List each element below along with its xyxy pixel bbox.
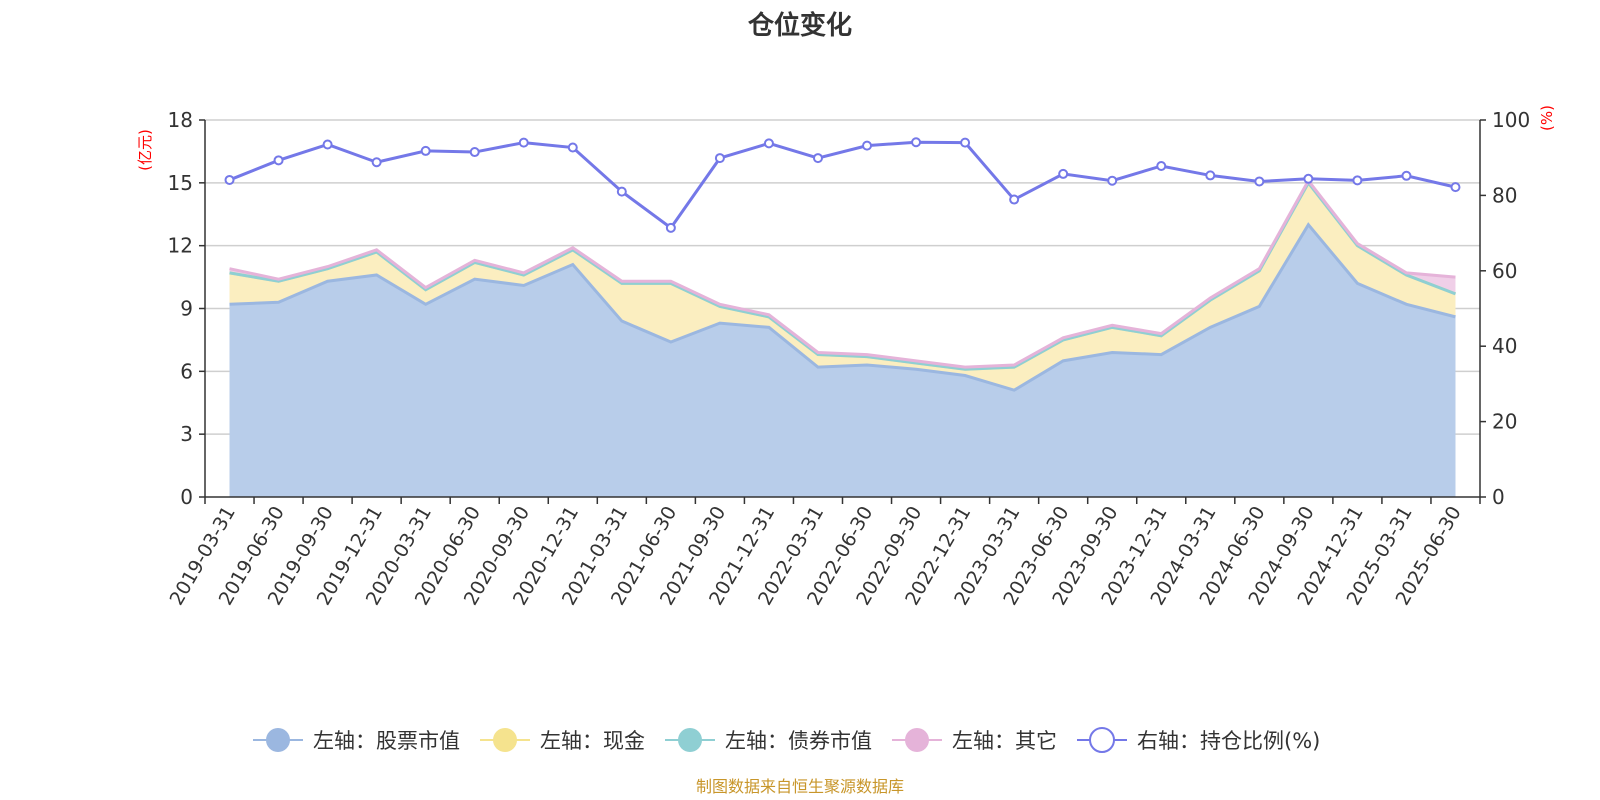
- ratio-point: [1352, 175, 1363, 186]
- right-axis-unit: (%): [1538, 105, 1556, 131]
- ratio-point: [420, 145, 431, 156]
- legend-marker: [678, 728, 702, 752]
- data-source-note: 制图数据来自恒生聚源数据库: [696, 777, 904, 796]
- ratio-point: [960, 137, 971, 148]
- left-axis-tick-label: 3: [180, 422, 193, 446]
- ratio-point: [1058, 168, 1069, 179]
- ratio-point: [1156, 160, 1167, 171]
- ratio-point: [469, 147, 480, 158]
- stacked-areas: [229, 178, 1457, 497]
- legend-marker: [493, 728, 517, 752]
- legend-label: 左轴：股票市值: [313, 729, 460, 753]
- area-edge-左轴：其它: [229, 178, 1456, 369]
- legend-item: 左轴：债券市值: [665, 728, 872, 753]
- left-axis-tick-label: 0: [180, 485, 193, 509]
- ratio-point: [371, 157, 382, 168]
- ratio-point: [273, 155, 284, 166]
- ratio-point: [911, 137, 922, 148]
- ratio-point: [1303, 173, 1314, 184]
- left-axis-tick-label: 12: [168, 234, 193, 258]
- ratio-point: [616, 186, 627, 197]
- legend-item: 右轴：持仓比例(%): [1077, 727, 1320, 753]
- legend-item: 左轴：现金: [480, 728, 645, 753]
- ratio-line: [224, 137, 1461, 233]
- legend-item: 左轴：其它: [892, 728, 1057, 753]
- ratio-point: [665, 222, 676, 233]
- ratio-point: [567, 142, 578, 153]
- ratio-point: [322, 139, 333, 150]
- legend-label: 左轴：现金: [540, 729, 645, 753]
- ratio-point: [1205, 170, 1216, 181]
- area-edge-左轴：债券市值: [229, 180, 1457, 371]
- area-左轴：现金: [229, 182, 1456, 391]
- ratio-point: [714, 153, 725, 164]
- left-axis-unit: (亿元): [136, 129, 154, 171]
- ratio-line-path: [228, 140, 1456, 230]
- ratio-point: [518, 137, 529, 148]
- legend-label: 左轴：其它: [952, 729, 1057, 753]
- left-axis-tick-label: 9: [180, 297, 193, 321]
- legend-marker: [266, 728, 290, 752]
- ratio-point: [763, 138, 774, 149]
- left-axis-tick-label: 6: [180, 359, 193, 383]
- legend: 左轴：股票市值 左轴：现金 左轴：债券市值 左轴：其它 右轴：持仓比例(%): [253, 727, 1320, 753]
- legend-marker: [905, 728, 929, 752]
- ratio-point: [812, 153, 823, 164]
- legend-label: 右轴：持仓比例(%): [1137, 729, 1320, 753]
- left-axis-tick-label: 15: [168, 171, 193, 195]
- chart-title: 仓位变化: [747, 10, 852, 41]
- legend-item: 左轴：股票市值: [253, 728, 460, 753]
- ratio-point: [1254, 176, 1265, 187]
- right-axis-tick-label: 0: [1492, 485, 1505, 509]
- left-axis-tick-label: 18: [168, 108, 193, 132]
- right-axis-tick-label: 60: [1492, 259, 1517, 283]
- ratio-point: [1009, 194, 1020, 205]
- ratio-point: [1107, 175, 1118, 186]
- area-edge-左轴：股票市值: [229, 222, 1456, 392]
- ratio-point: [1401, 170, 1412, 181]
- ratio-point: [224, 174, 235, 185]
- right-axis-tick-label: 40: [1492, 334, 1517, 358]
- legend-label: 左轴：债券市值: [725, 729, 872, 753]
- legend-marker: [1089, 727, 1115, 753]
- ratio-point: [1450, 182, 1461, 193]
- right-axis-tick-label: 100: [1492, 108, 1530, 132]
- right-axis-tick-label: 20: [1492, 410, 1517, 434]
- ratio-point: [862, 140, 873, 151]
- right-axis-tick-label: 80: [1492, 183, 1517, 207]
- area-左轴：股票市值: [229, 224, 1456, 497]
